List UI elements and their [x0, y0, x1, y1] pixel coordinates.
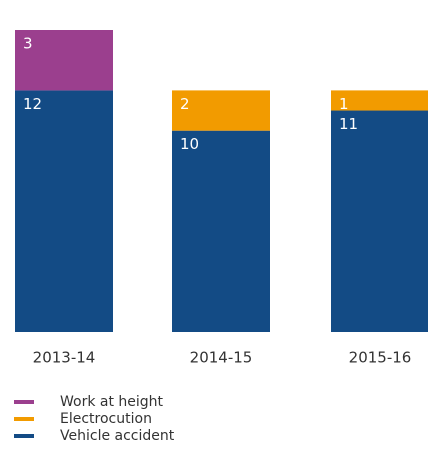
bar-segment — [15, 30, 113, 91]
data-label: 3 — [23, 35, 33, 53]
legend-swatch — [14, 400, 34, 404]
legend-swatch — [14, 417, 34, 421]
data-label: 12 — [23, 95, 42, 113]
data-label: 1 — [339, 95, 349, 113]
legend-label: Electrocution — [60, 411, 152, 427]
bar-segment — [331, 110, 428, 333]
data-label: 2 — [180, 95, 190, 113]
bar-segment — [15, 90, 113, 333]
bar-segment — [331, 90, 428, 111]
legend-label: Work at height — [60, 394, 164, 410]
bar-segment — [172, 130, 270, 332]
x-tick-label: 2014-15 — [190, 349, 253, 367]
x-tick-label: 2013-14 — [33, 349, 96, 367]
data-label: 11 — [339, 115, 358, 133]
data-label: 10 — [180, 135, 199, 153]
bar-segment — [172, 90, 270, 131]
legend-label: Vehicle accident — [60, 428, 175, 444]
legend-swatch — [14, 434, 34, 438]
x-tick-label: 2015-16 — [349, 349, 412, 367]
